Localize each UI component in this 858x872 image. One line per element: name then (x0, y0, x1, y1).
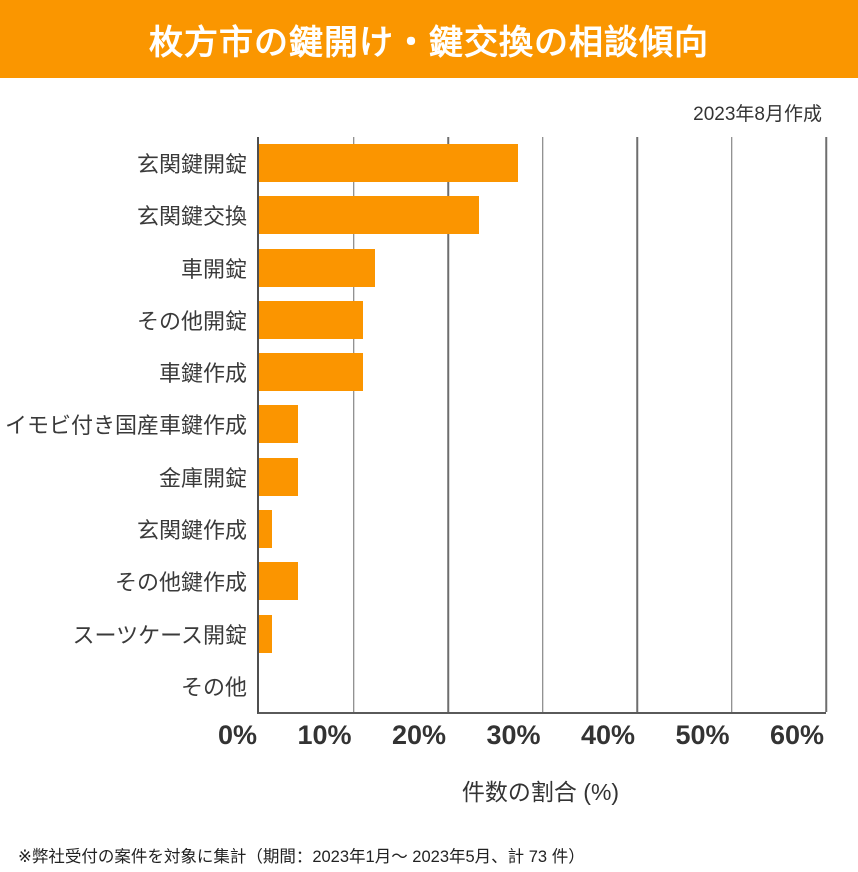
category-label: 車鍵作成 (158, 361, 247, 387)
x-tick-label: 20% (391, 720, 446, 750)
bar-row (259, 346, 826, 398)
category-label: 玄関鍵交換 (136, 204, 247, 230)
title-banner: 枚方市の鍵開け・鍵交換の相談傾向 (0, 0, 858, 78)
x-axis-title: 件数の割合 (%) (461, 779, 620, 805)
bar (259, 196, 480, 235)
x-tick-label: 30% (486, 720, 541, 750)
bar (259, 353, 363, 392)
bar-row (259, 242, 826, 294)
bar (259, 457, 298, 496)
bar-row (259, 137, 826, 189)
bar (259, 405, 298, 444)
category-label: その他鍵作成 (114, 570, 247, 596)
bar-row (259, 607, 826, 659)
x-axis-tick-labels: 0% 10% 20% 30% 40% 50% 60% (218, 714, 824, 758)
category-label: 玄関鍵開錠 (136, 152, 247, 178)
category-label: 玄関鍵作成 (136, 517, 247, 543)
bar-row (259, 189, 826, 241)
bar (259, 144, 518, 183)
category-label: スーツケース開錠 (72, 622, 247, 648)
created-date-note: 2023年8月作成 (693, 104, 822, 125)
category-label: 車開錠 (180, 256, 247, 282)
category-label: 金庫開錠 (158, 465, 247, 491)
bar-row (259, 660, 826, 712)
gridlines-layer (259, 137, 827, 712)
category-label: その他 (180, 674, 247, 700)
bar (259, 562, 298, 601)
bar-row (259, 398, 826, 450)
gridline (825, 137, 827, 712)
bar (259, 300, 363, 339)
x-tick-label: 40% (580, 720, 635, 750)
bar-row (259, 294, 826, 346)
category-label: その他開錠 (136, 308, 247, 334)
bar (259, 248, 376, 287)
bar-row (259, 555, 826, 607)
footnote: ※弊社受付の案件を対象に集計（期間：2023年1月～ 2023年5月、計 73 … (18, 848, 585, 866)
x-tick-label: 50% (675, 720, 730, 750)
plot-area (257, 137, 827, 714)
x-tick-label: 10% (297, 720, 352, 750)
gridline (541, 137, 544, 712)
x-tick-label: 0% (217, 720, 257, 750)
bars-layer (259, 137, 826, 712)
bar-row (259, 503, 826, 555)
gridline (730, 137, 733, 712)
bar-row (259, 451, 826, 503)
gridline (447, 137, 449, 712)
gridline (636, 137, 638, 712)
category-axis-labels: 玄関鍵開錠玄関鍵交換車開錠その他開錠車鍵作成イモビ付き国産車鍵作成金庫開錠玄関鍵… (0, 137, 247, 712)
chart-title: 枚方市の鍵開け・鍵交換の相談傾向 (149, 23, 709, 62)
x-tick-label: 60% (769, 720, 824, 750)
bar (259, 509, 273, 548)
bar (259, 614, 273, 653)
gridline (352, 137, 355, 712)
category-label: イモビ付き国産車鍵作成 (4, 413, 247, 439)
